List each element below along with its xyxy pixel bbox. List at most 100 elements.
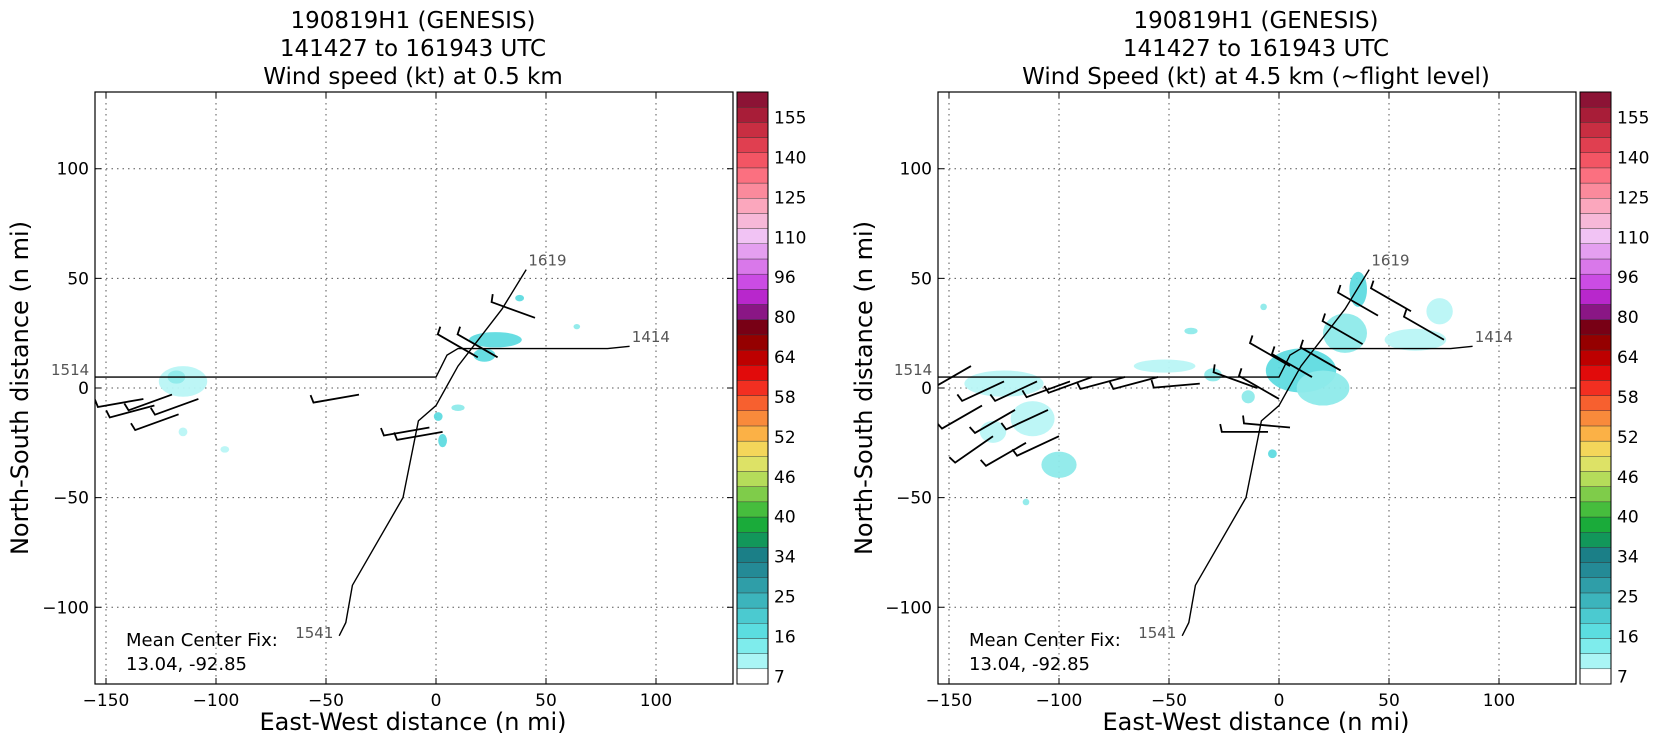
colorbar-swatch [1579,213,1612,229]
colorbar-swatch [736,91,769,108]
chart-title-line-1: 190819H1 (GENESIS) [290,8,535,34]
colorbar-swatch [1579,334,1612,351]
colorbar-swatch [1579,592,1612,609]
colorbar-swatch [1579,365,1612,381]
colorbar-tick-label: 34 [774,548,796,568]
plot-area [95,92,733,684]
wind-barb [1237,368,1280,400]
colorbar-swatch [1579,395,1612,411]
chart-title-line-2: 141427 to 161943 UTC [1123,36,1389,62]
colorbar-swatch [736,516,769,533]
wind-speed-patch [1268,449,1277,459]
colorbar-tick-label: 96 [1617,268,1639,288]
flight-track-diagonal [338,269,527,637]
colorbar-swatch [736,167,769,184]
wind-barb [380,426,430,437]
track-time-label: 1414 [632,328,670,346]
x-tick-label: −100 [193,691,240,711]
colorbar-swatch [736,607,769,624]
colorbar-swatch [736,273,769,290]
x-tick-label: −50 [308,691,344,711]
colorbar-swatch [1579,607,1612,624]
y-tick-label: 0 [78,379,89,399]
colorbar-tick-label: 25 [1617,588,1639,608]
colorbar-swatch [736,349,769,366]
mean-center-fix-value: 13.04, -92.85 [126,654,247,675]
colorbar-swatch [736,106,769,123]
mean-center-fix-label: Mean Center Fix: [126,630,278,651]
wind-speed-patch [1184,327,1198,335]
colorbar-swatch [736,319,769,336]
colorbar-swatch [1579,668,1612,685]
colorbar-swatch [1579,471,1612,487]
wind-barb [1321,313,1364,345]
panel-right: 190819H1 (GENESIS) 141427 to 161943 UTC … [850,8,1649,736]
colorbar-swatch [736,122,769,138]
colorbar-tick-label: 125 [1617,188,1649,208]
x-tick-label: −150 [926,691,973,711]
wind-speed-patch [1384,328,1447,351]
colorbar-tick-label: 16 [774,627,796,647]
y-tick-label: 50 [910,269,932,289]
wind-barb [1299,339,1342,372]
wind-speed-patch [1260,303,1267,311]
x-axis-label: East-West distance (n mi) [1102,708,1409,736]
colorbar-swatch [736,562,769,578]
x-axis-label: East-West distance (n mi) [259,708,566,736]
wind-barb [1075,376,1126,391]
colorbar-swatch [1579,577,1612,594]
colorbar-swatch [736,532,769,548]
colorbar-swatch [1579,182,1612,199]
colorbar-swatch [1579,516,1612,533]
colorbar-swatch [1579,228,1612,244]
y-tick-label: −50 [896,489,932,509]
colorbar-swatch [736,486,769,503]
colorbar-swatch [736,501,769,518]
colorbar-tick-label: 58 [774,388,796,408]
wind-barb [948,435,994,464]
y-tick-label: −50 [53,489,89,509]
colorbar-tick-label: 110 [1617,228,1649,248]
wind-barb [1270,346,1313,378]
wind-barb [436,326,479,359]
colorbar-swatch [736,668,769,685]
wind-speed-patch [220,446,230,453]
colorbar-tick-label: 52 [774,428,796,448]
colorbar-swatch [1579,440,1612,457]
plot-area [938,92,1576,684]
wind-barb [989,380,1038,403]
chart-title-line-3: Wind speed (kt) at 0.5 km [263,64,563,90]
wind-speed-patch [1022,498,1030,506]
x-tick-label: 100 [1483,691,1515,711]
x-tick-label: 0 [1274,691,1285,711]
wind-barb [938,365,972,387]
colorbar-swatch [1579,349,1612,366]
colorbar-swatch [736,198,769,214]
colorbar-swatch [1579,122,1612,138]
colorbar-swatch [736,440,769,457]
colorbar-swatch [736,653,769,670]
wind-barb [1402,308,1445,341]
x-tick-label: 50 [1378,691,1400,711]
colorbar-swatch [736,577,769,594]
wind-speed-patch [469,332,522,348]
wind-barb [1150,379,1200,389]
colorbar-swatch [1579,243,1612,260]
y-axis-label: North-South distance (n mi) [6,221,34,555]
wind-barb [490,294,536,319]
track-time-label: 1514 [51,361,89,379]
wind-speed-patch [473,348,496,362]
wind-barb [150,398,199,416]
y-tick-label: 50 [67,269,89,289]
wind-barb [1043,376,1093,394]
flight-track-diagonal [1181,269,1370,637]
colorbar: 7 16 25 34 40 46 52 58 64 80 96 110 125 140 155 [1579,91,1649,687]
wind-barb [123,393,173,412]
colorbar-tick-label: 46 [1617,468,1639,488]
track-time-label: 1541 [295,624,333,642]
colorbar-tick-label: 140 [1617,148,1649,168]
wind-barb [130,413,179,432]
colorbar-swatch [736,258,769,275]
track-time-label: 1514 [894,361,932,379]
wind-barb [309,393,360,404]
